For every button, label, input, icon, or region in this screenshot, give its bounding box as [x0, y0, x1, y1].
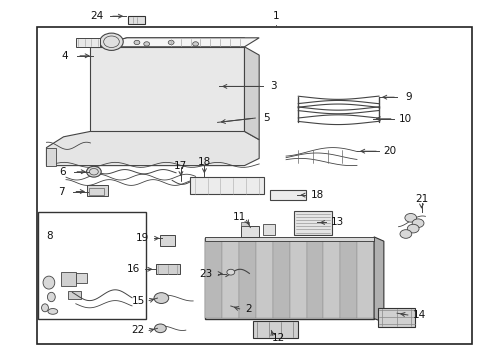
Ellipse shape [41, 304, 48, 312]
Text: 18: 18 [310, 190, 324, 200]
Polygon shape [90, 47, 244, 131]
Text: 23: 23 [199, 269, 213, 279]
Ellipse shape [47, 292, 55, 302]
Bar [289, 238, 306, 318]
Bar [222, 238, 239, 318]
Bar [240, 222, 249, 226]
Text: 20: 20 [383, 146, 396, 156]
Bar [87, 185, 107, 196]
Polygon shape [90, 38, 259, 47]
Bar [323, 238, 340, 318]
Circle shape [154, 324, 166, 333]
Circle shape [192, 42, 198, 46]
Text: 3: 3 [270, 81, 277, 91]
Polygon shape [90, 38, 244, 47]
Polygon shape [46, 148, 56, 166]
Circle shape [411, 219, 423, 228]
Text: 8: 8 [46, 231, 53, 241]
Circle shape [143, 42, 149, 46]
Bar [272, 238, 289, 318]
Bar [240, 226, 259, 237]
Text: 15: 15 [131, 296, 145, 306]
Bar [263, 224, 275, 235]
Bar [89, 188, 104, 195]
Bar [37, 27, 471, 344]
Bar [205, 238, 373, 319]
Bar [160, 235, 175, 246]
Bar [356, 238, 373, 318]
Text: 7: 7 [58, 186, 65, 197]
Ellipse shape [43, 276, 55, 289]
Bar [205, 237, 373, 241]
Text: 11: 11 [232, 212, 246, 222]
Bar [205, 238, 222, 318]
Ellipse shape [48, 309, 58, 314]
Text: 4: 4 [61, 51, 68, 61]
Bar [256, 238, 272, 318]
Circle shape [154, 293, 168, 303]
Polygon shape [244, 47, 259, 140]
Text: 6: 6 [59, 167, 66, 177]
Text: 22: 22 [131, 325, 144, 336]
Bar [128, 16, 144, 24]
Circle shape [100, 33, 123, 50]
Text: 14: 14 [412, 310, 426, 320]
Text: 18: 18 [197, 157, 211, 167]
Circle shape [134, 40, 140, 45]
Text: 2: 2 [244, 304, 251, 314]
Text: 9: 9 [404, 92, 411, 102]
Polygon shape [46, 131, 259, 166]
Polygon shape [269, 190, 305, 200]
Text: 13: 13 [330, 217, 344, 228]
Circle shape [399, 230, 411, 238]
Bar [294, 211, 331, 235]
Polygon shape [373, 237, 383, 322]
Text: 19: 19 [136, 233, 149, 243]
Circle shape [168, 40, 174, 45]
Text: 16: 16 [126, 264, 140, 274]
Bar [61, 272, 76, 286]
Text: 12: 12 [271, 333, 285, 343]
Text: 1: 1 [272, 11, 279, 21]
Bar [76, 273, 86, 283]
Polygon shape [76, 38, 100, 47]
Text: 10: 10 [398, 114, 410, 124]
Bar [38, 212, 145, 319]
Polygon shape [189, 177, 264, 194]
Circle shape [226, 269, 234, 275]
Bar [155, 264, 180, 274]
Bar [378, 308, 414, 327]
Text: 5: 5 [263, 113, 269, 123]
Bar [68, 291, 81, 299]
Bar [340, 238, 356, 318]
Text: 24: 24 [90, 11, 103, 21]
Circle shape [86, 166, 101, 177]
Text: 21: 21 [414, 194, 427, 204]
Text: 17: 17 [174, 161, 187, 171]
Bar [306, 238, 323, 318]
Bar [239, 238, 256, 318]
Circle shape [407, 224, 418, 233]
Circle shape [404, 213, 416, 222]
Bar [253, 321, 298, 338]
